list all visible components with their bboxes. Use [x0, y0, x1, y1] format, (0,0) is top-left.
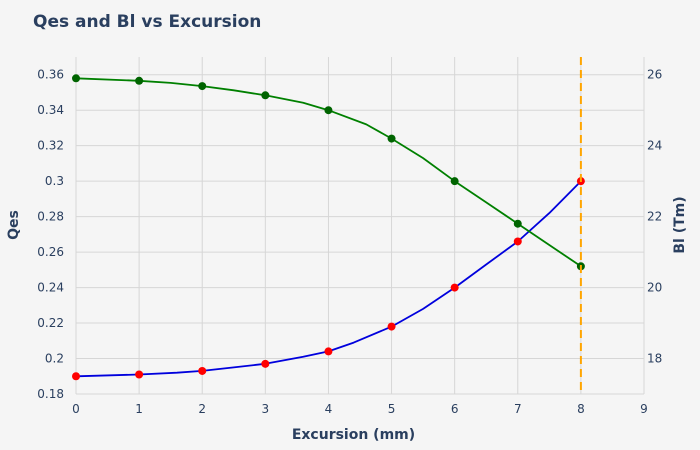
x-tick-label: 9 — [640, 402, 648, 416]
data-point-bl — [72, 74, 80, 83]
x-tick-label: 0 — [72, 402, 80, 416]
x-tick-label: 5 — [388, 402, 396, 416]
x-tick-label: 4 — [325, 402, 333, 416]
y-tick-label: 0.36 — [37, 68, 64, 82]
data-point-bl — [198, 82, 207, 91]
data-point-bl — [387, 134, 396, 143]
x-tick-label: 2 — [198, 402, 206, 416]
y-tick-label: 0.18 — [37, 387, 64, 401]
data-point-qes — [261, 359, 270, 368]
y2-tick-label: 18 — [647, 352, 662, 366]
data-point-qes — [450, 283, 459, 292]
data-point-qes — [72, 372, 80, 381]
data-point-bl — [450, 177, 459, 186]
y-tick-label: 0.28 — [37, 210, 64, 224]
y2-tick-label: 26 — [647, 68, 662, 82]
y-tick-label: 0.24 — [37, 281, 64, 295]
x-tick-label: 7 — [514, 402, 522, 416]
series-line-bl — [75, 77, 582, 268]
y-tick-label: 0.22 — [37, 316, 64, 330]
data-point-bl — [513, 219, 522, 228]
y2-tick-label: 22 — [647, 210, 662, 224]
x-tick-label: 6 — [451, 402, 459, 416]
data-point-bl — [135, 76, 144, 85]
y-axis-title: Qes — [6, 210, 22, 240]
y-tick-label: 0.3 — [45, 174, 64, 188]
x-tick-label: 1 — [135, 402, 143, 416]
y2-tick-label: 24 — [647, 139, 662, 153]
x-tick-label: 3 — [262, 402, 270, 416]
y-tick-label: 0.32 — [37, 139, 64, 153]
chart-title: Qes and Bl vs Excursion — [33, 12, 261, 32]
series-line-qes — [75, 180, 582, 378]
data-point-bl — [324, 106, 333, 115]
plot-area: 0 1 2 3 4 5 6 7 8 9 0.18 0.2 0.22 0.24 0.26 0.28 0.3 0.32… — [37, 57, 662, 416]
x-tick-label: 8 — [577, 402, 585, 416]
y2-axis-title: Bl (Tm) — [672, 196, 688, 253]
data-point-qes — [198, 366, 207, 375]
data-point-bl — [261, 91, 270, 100]
y-tick-label: 0.26 — [37, 245, 64, 259]
data-point-qes — [513, 237, 522, 246]
data-point-qes — [135, 370, 144, 379]
x-axis-title: Excursion (mm) — [292, 427, 415, 443]
data-point-qes — [387, 322, 396, 331]
data-point-qes — [324, 347, 333, 356]
y2-tick-label: 20 — [647, 281, 662, 295]
y-tick-label: 0.2 — [45, 352, 64, 366]
y-tick-label: 0.34 — [37, 103, 64, 117]
